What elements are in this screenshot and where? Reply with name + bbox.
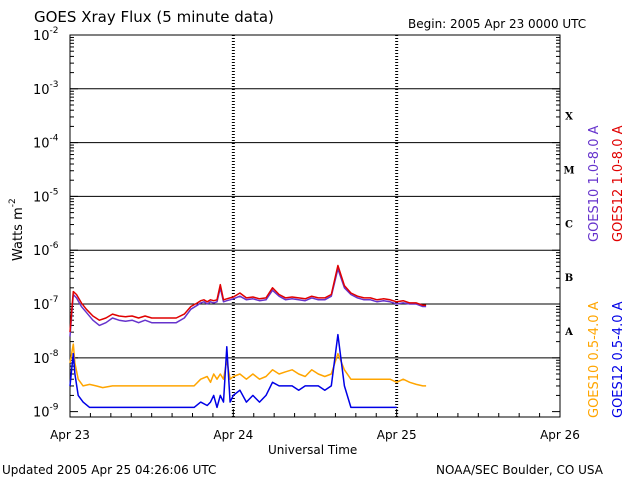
x-tick-label: Apr 23 [50,428,90,442]
y-axis-label: Watts m-2 [8,198,26,261]
flare-class-label: M [563,166,574,177]
legend-entry: GOES10 1.0-8.0 A [587,125,602,242]
series-line [69,268,427,337]
flare-class-label: C [565,219,573,230]
y-tick-label: 10-8 [33,349,59,367]
y-tick-label: 10-9 [33,403,59,421]
y-tick-label: 10-7 [33,295,59,313]
y-tick-label: 10-6 [33,241,59,259]
grid-layer [70,35,560,417]
chart-title: GOES Xray Flux (5 minute data) [34,8,274,26]
series-line [69,333,397,409]
x-tick-label: Apr 24 [213,428,253,442]
svg-text:Watts m-2: Watts m-2 [8,198,26,261]
legend: GOES10 1.0-8.0 A GOES12 1.0-8.0 A GOES10 0… [587,125,626,418]
flare-class-labels: X M C B A [563,112,574,338]
series-layer [69,264,427,409]
plot-frame [69,34,561,418]
x-tick-label: Apr 25 [377,428,417,442]
series-line [69,264,427,333]
series-line [69,343,427,389]
begin-time-label: Begin: 2005 Apr 23 0000 UTC [408,17,586,31]
flare-class-label: B [565,273,573,284]
y-tick-label: 10-2 [33,26,59,44]
y-tick-label: 10-4 [33,134,59,152]
y-tick-label: 10-3 [33,80,59,98]
flare-class-label: A [564,327,573,338]
updated-timestamp: Updated 2005 Apr 25 04:26:06 UTC [2,463,216,477]
x-axis-ticks: Apr 23 Apr 24 Apr 25 Apr 26 [50,409,580,442]
legend-entry: GOES10 0.5-4.0 A [587,301,602,418]
x-tick-label: Apr 26 [540,428,580,442]
credit-label: NOAA/SEC Boulder, CO USA [436,463,604,477]
legend-entry: GOES12 1.0-8.0 A [611,125,626,242]
y-tick-label: 10-5 [33,187,59,205]
y-axis-label-exponent: -2 [8,198,18,207]
y-axis-ticks: 10-2 10-3 10-4 10-5 10-6 10-7 10-8 10-9 [33,26,560,421]
x-axis-label: Universal Time [268,443,357,457]
y-axis-label-main: Watts m [11,207,26,261]
legend-entry: GOES12 0.5-4.0 A [611,301,626,418]
flare-class-label: X [565,112,573,123]
